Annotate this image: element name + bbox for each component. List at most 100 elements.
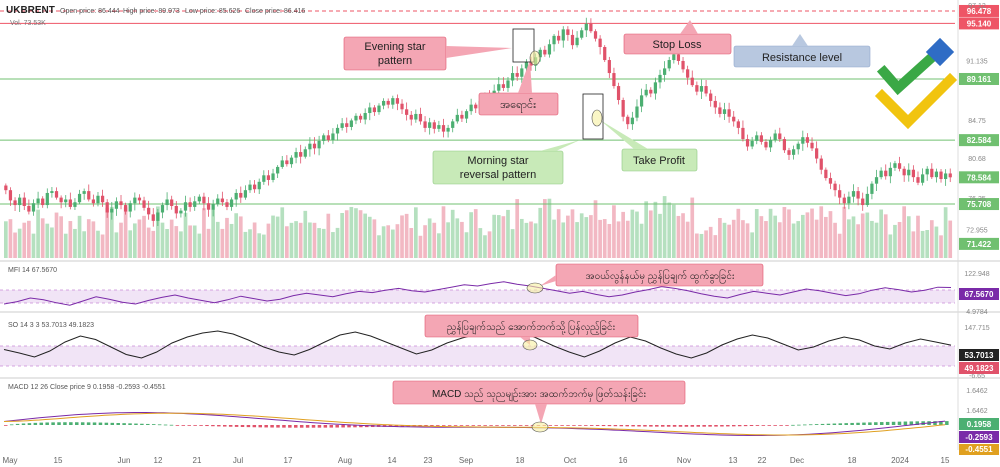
macd-histogram-bar bbox=[791, 424, 795, 426]
date-tick-label: 18 bbox=[848, 456, 857, 465]
volume-bar bbox=[271, 215, 275, 258]
volume-bar bbox=[773, 215, 778, 258]
volume-bar bbox=[460, 221, 464, 258]
volume-bar bbox=[630, 209, 635, 258]
volume-bar bbox=[847, 219, 851, 258]
candle-body bbox=[520, 68, 524, 77]
macd-histogram-bar bbox=[21, 423, 26, 425]
open-price-label: Open price: 86.444 bbox=[60, 8, 120, 15]
candle-body bbox=[73, 202, 77, 207]
candle-body bbox=[400, 103, 404, 110]
candle-body bbox=[137, 197, 142, 201]
candle-body bbox=[317, 140, 321, 149]
candle-body bbox=[529, 61, 533, 66]
candle-body bbox=[732, 116, 736, 122]
date-tick-label: 23 bbox=[424, 456, 433, 465]
volume-bar bbox=[510, 229, 515, 258]
volume-bar bbox=[653, 201, 658, 258]
macd-histogram-bar bbox=[589, 425, 594, 426]
macd-histogram-bar bbox=[169, 424, 174, 426]
volume-bar bbox=[381, 226, 386, 258]
volume-bar bbox=[289, 222, 294, 258]
macd-histogram-bar bbox=[785, 425, 789, 426]
morning-star-box bbox=[582, 93, 604, 140]
mfi-marker bbox=[526, 282, 544, 294]
volume-bar bbox=[252, 222, 257, 258]
volume-bar bbox=[105, 207, 110, 258]
price-tick-label: 72.955 bbox=[966, 228, 988, 235]
macd-histogram-bar bbox=[797, 424, 801, 426]
candle-body bbox=[796, 143, 800, 150]
volume-bar bbox=[248, 229, 252, 258]
macd-histogram-bar bbox=[838, 423, 843, 425]
candle-body bbox=[667, 60, 671, 69]
take-profit-annotation: Take Profit bbox=[600, 120, 698, 172]
volume-bar bbox=[358, 210, 363, 258]
candle-body bbox=[391, 98, 395, 105]
macd-histogram-bar bbox=[63, 422, 67, 425]
candle-body bbox=[280, 160, 284, 167]
volume-bar bbox=[492, 214, 497, 258]
macd-histogram-bar bbox=[897, 421, 902, 425]
volume-bar bbox=[377, 235, 381, 258]
volume-bar bbox=[529, 221, 533, 258]
macd-histogram-bar bbox=[222, 425, 227, 427]
macd-histogram-bar bbox=[862, 422, 866, 425]
volume-bar bbox=[146, 227, 151, 258]
morning-star-line1: Morning star bbox=[467, 155, 528, 167]
candle-body bbox=[824, 169, 828, 179]
volume-bar bbox=[367, 216, 372, 258]
candle-body bbox=[418, 113, 423, 122]
volume-bar bbox=[810, 208, 814, 258]
volume-bar bbox=[36, 209, 40, 258]
candle-body bbox=[741, 127, 745, 140]
candle-body bbox=[326, 135, 330, 140]
volume-bar bbox=[685, 221, 690, 258]
macd-histogram-bar bbox=[755, 425, 760, 426]
macd-histogram-bar bbox=[844, 423, 848, 425]
volume-bar bbox=[625, 220, 630, 258]
macd-histogram-bar bbox=[696, 425, 700, 427]
volume-bar bbox=[644, 201, 649, 258]
candle-body bbox=[676, 54, 681, 61]
macd-histogram-bar bbox=[720, 425, 724, 427]
macd-histogram-bar bbox=[507, 425, 511, 426]
volume-bar bbox=[344, 210, 349, 258]
volume-bar bbox=[437, 233, 441, 258]
candle-body bbox=[179, 210, 183, 214]
volume-bar bbox=[386, 225, 391, 258]
volume-bar bbox=[621, 211, 625, 258]
candle-body bbox=[575, 37, 579, 46]
macd-histogram-bar bbox=[945, 421, 949, 425]
candle-body bbox=[695, 85, 699, 92]
macd-histogram-bar bbox=[15, 423, 20, 425]
volume-bar bbox=[897, 221, 902, 258]
volume-bar bbox=[819, 206, 824, 258]
volume-bar bbox=[713, 235, 718, 258]
volume-bar bbox=[312, 222, 317, 258]
volume-bar bbox=[22, 222, 27, 258]
volume-bar bbox=[506, 209, 510, 258]
candle-body bbox=[271, 173, 275, 180]
candle-body bbox=[119, 201, 123, 206]
candle-body bbox=[206, 203, 211, 210]
candle-body bbox=[469, 104, 473, 112]
volume-bar bbox=[8, 219, 13, 258]
candle-body bbox=[782, 139, 787, 151]
volume-bar bbox=[395, 224, 400, 258]
volume-bar bbox=[156, 206, 160, 258]
candle-body bbox=[607, 60, 611, 74]
candle-body bbox=[925, 168, 929, 175]
candle-body bbox=[183, 202, 188, 211]
last-price-tag bbox=[959, 171, 999, 184]
volume-bar bbox=[805, 212, 810, 258]
volume-bar bbox=[612, 205, 616, 258]
candle-body bbox=[621, 100, 625, 117]
volume-bar bbox=[607, 223, 612, 258]
candle-body bbox=[82, 191, 86, 194]
take-profit-marker bbox=[591, 109, 603, 127]
candle-body bbox=[464, 111, 469, 119]
volume-bar bbox=[225, 217, 229, 258]
candle-body bbox=[133, 197, 137, 204]
